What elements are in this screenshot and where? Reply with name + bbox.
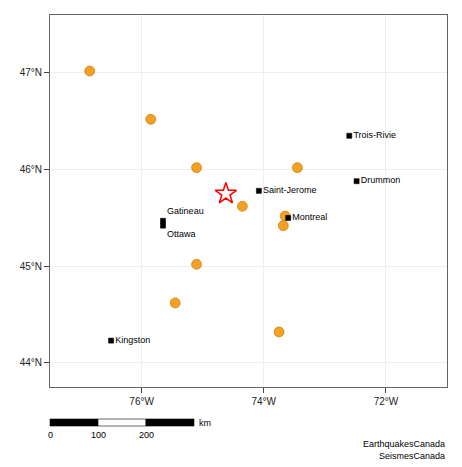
svg-text:0: 0 [48, 430, 53, 440]
svg-text:44°N: 44°N [20, 357, 42, 368]
svg-text:46°N: 46°N [20, 164, 42, 175]
svg-text:Kingston: Kingston [115, 335, 150, 345]
svg-text:Gatineau: Gatineau [167, 206, 204, 216]
svg-text:Drummon: Drummon [361, 175, 401, 185]
svg-text:100: 100 [91, 430, 106, 440]
svg-text:km: km [199, 418, 211, 428]
svg-text:Ottawa: Ottawa [167, 229, 196, 239]
svg-text:76°W: 76°W [129, 396, 154, 407]
svg-text:EarthquakesCanadaSeismesCanada: EarthquakesCanadaSeismesCanada [363, 439, 445, 461]
svg-text:45°N: 45°N [20, 261, 42, 272]
svg-text:72°W: 72°W [374, 396, 399, 407]
svg-text:47°N: 47°N [20, 67, 42, 78]
svg-text:74°W: 74°W [251, 396, 276, 407]
svg-text:200: 200 [139, 430, 154, 440]
svg-text:Trois-Rivie: Trois-Rivie [353, 130, 396, 140]
svg-text:Montreal: Montreal [292, 212, 327, 222]
svg-text:Saint-Jerome: Saint-Jerome [263, 185, 317, 195]
